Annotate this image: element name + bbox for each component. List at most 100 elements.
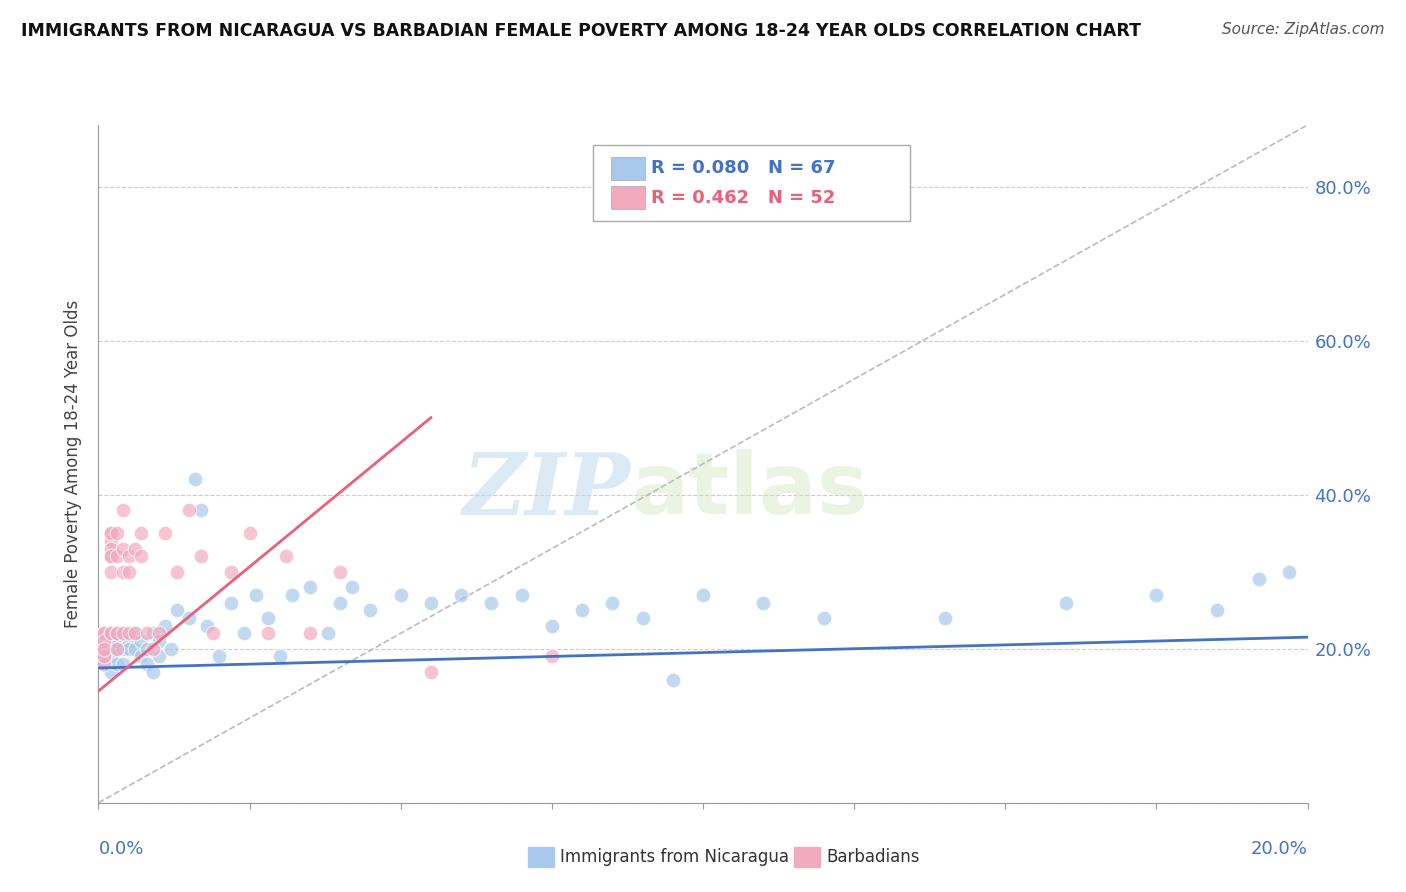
Point	[481, 595, 503, 609]
Point	[571, 603, 593, 617]
Point	[142, 665, 165, 679]
Point	[389, 588, 412, 602]
Point	[105, 641, 128, 656]
Point	[111, 565, 134, 579]
Point	[1144, 588, 1167, 602]
Point	[100, 649, 122, 664]
Point	[93, 649, 115, 664]
Point	[100, 565, 122, 579]
Point	[148, 626, 170, 640]
Point	[1054, 595, 1077, 609]
Point	[111, 541, 134, 556]
Text: atlas: atlas	[630, 450, 869, 533]
Point	[602, 595, 624, 609]
Point	[239, 526, 262, 541]
Point	[124, 541, 146, 556]
Point	[316, 626, 339, 640]
Point	[100, 549, 122, 564]
Point	[135, 641, 157, 656]
Point	[100, 549, 122, 564]
Point	[510, 588, 533, 602]
Point	[256, 626, 278, 640]
Point	[100, 541, 122, 556]
Point	[662, 673, 685, 687]
Point	[360, 603, 382, 617]
Point	[100, 549, 122, 564]
Point	[111, 641, 134, 656]
Point	[153, 526, 176, 541]
Point	[93, 649, 115, 664]
Point	[692, 588, 714, 602]
Point	[105, 626, 128, 640]
Point	[269, 649, 291, 664]
Point	[221, 565, 243, 579]
Point	[329, 565, 352, 579]
Point	[195, 618, 218, 632]
Point	[342, 580, 364, 594]
Point	[160, 641, 183, 656]
Point	[100, 634, 122, 648]
Text: ZIP: ZIP	[463, 450, 630, 533]
Point	[540, 618, 562, 632]
Point	[118, 641, 141, 656]
Point	[281, 588, 304, 602]
Text: R = 0.080   N = 67: R = 0.080 N = 67	[651, 160, 835, 178]
Text: 20.0%: 20.0%	[1251, 840, 1308, 858]
Point	[105, 626, 128, 640]
Point	[202, 626, 225, 640]
Point	[1249, 573, 1271, 587]
Text: Barbadians: Barbadians	[827, 848, 920, 866]
Y-axis label: Female Poverty Among 18-24 Year Olds: Female Poverty Among 18-24 Year Olds	[65, 300, 83, 628]
Point	[111, 626, 134, 640]
Point	[129, 549, 152, 564]
Point	[100, 533, 122, 548]
Point	[93, 634, 115, 648]
Point	[100, 641, 122, 656]
Point	[142, 626, 165, 640]
Point	[153, 618, 176, 632]
Point	[190, 549, 212, 564]
Point	[190, 503, 212, 517]
Point	[420, 595, 443, 609]
Point	[274, 549, 297, 564]
Point	[100, 526, 122, 541]
Point	[93, 657, 115, 672]
Point	[93, 641, 115, 656]
Point	[118, 565, 141, 579]
Point	[93, 641, 115, 656]
Point	[540, 649, 562, 664]
Point	[329, 595, 352, 609]
Point	[142, 641, 165, 656]
Text: 0.0%: 0.0%	[98, 840, 143, 858]
Point	[135, 657, 157, 672]
Point	[208, 649, 231, 664]
Point	[232, 626, 254, 640]
Point	[934, 611, 956, 625]
Point	[111, 503, 134, 517]
Point	[631, 611, 654, 625]
Point	[105, 657, 128, 672]
Point	[813, 611, 835, 625]
Point	[100, 665, 122, 679]
Point	[221, 595, 243, 609]
Point	[166, 603, 188, 617]
Point	[1206, 603, 1229, 617]
Point	[100, 526, 122, 541]
Point	[299, 580, 322, 594]
Text: Source: ZipAtlas.com: Source: ZipAtlas.com	[1222, 22, 1385, 37]
Point	[420, 665, 443, 679]
Point	[105, 626, 128, 640]
Point	[100, 626, 122, 640]
Point	[135, 626, 157, 640]
Point	[93, 649, 115, 664]
Point	[148, 634, 170, 648]
Point	[105, 634, 128, 648]
Text: Immigrants from Nicaragua: Immigrants from Nicaragua	[561, 848, 789, 866]
Point	[184, 472, 207, 486]
Point	[1278, 565, 1301, 579]
Point	[256, 611, 278, 625]
Point	[179, 503, 201, 517]
Point	[111, 626, 134, 640]
Point	[118, 634, 141, 648]
Point	[148, 649, 170, 664]
